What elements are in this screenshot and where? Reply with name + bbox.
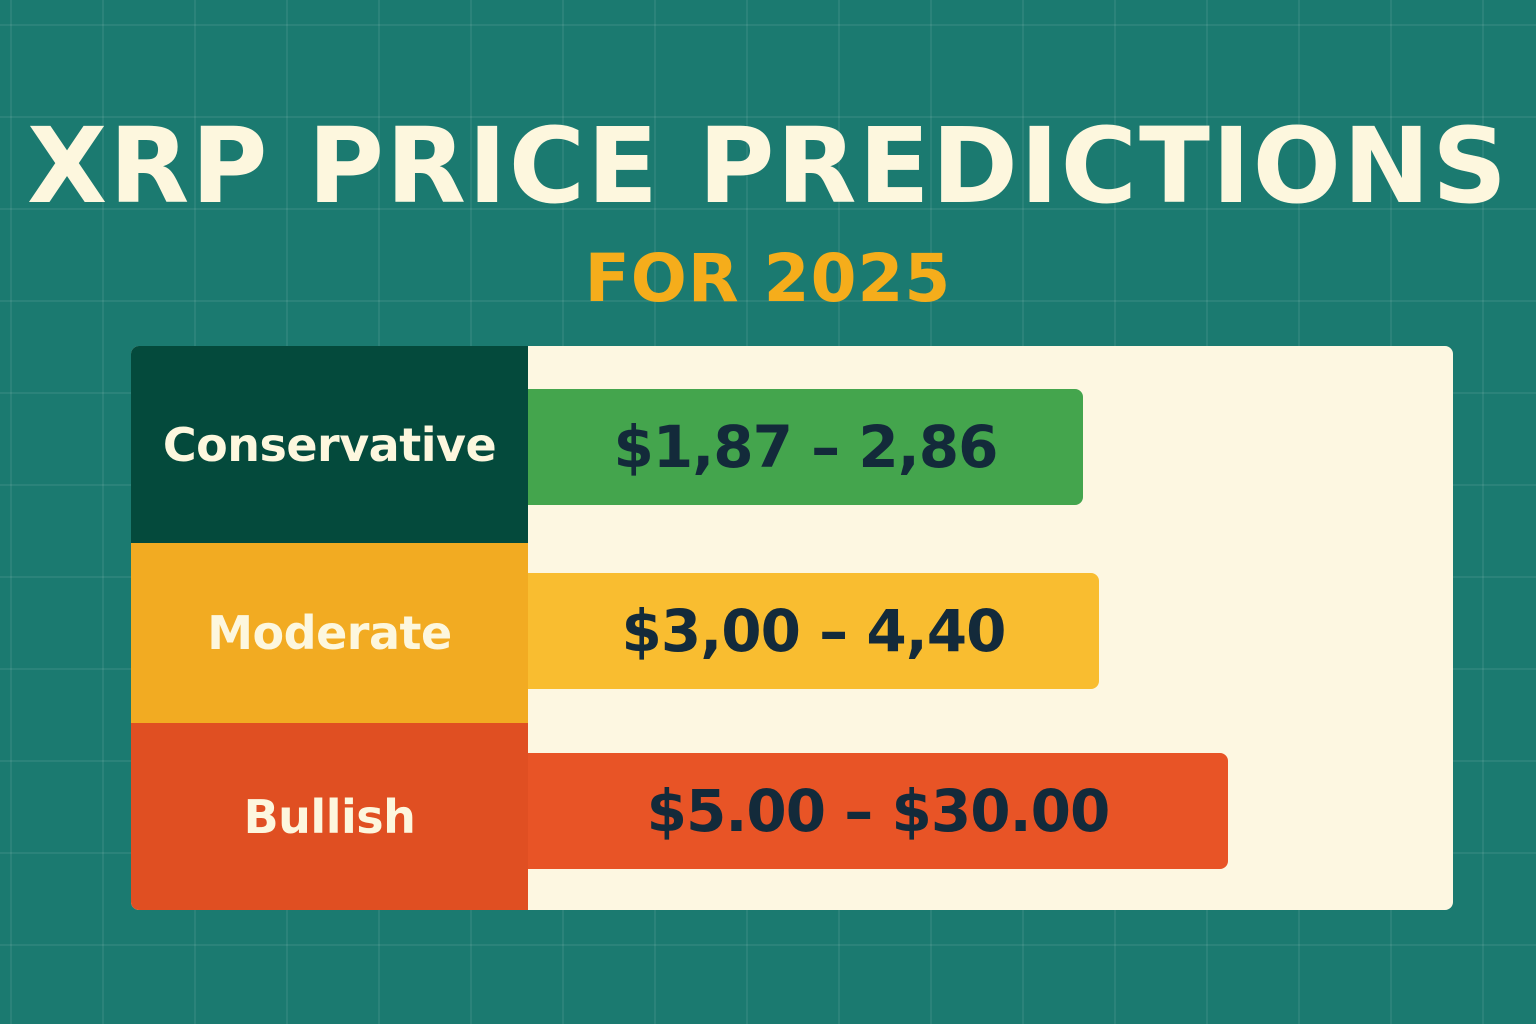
chart-title: XRP PRICE PREDICTIONS xyxy=(27,105,1509,227)
price-range-label-bullish: $5.00 – $30.00 xyxy=(646,777,1111,845)
price-bar-bullish: $5.00 – $30.00 xyxy=(528,753,1228,869)
category-label-bullish: Bullish xyxy=(131,723,528,910)
price-range-label-moderate: $3,00 – 4,40 xyxy=(621,597,1007,665)
category-label-moderate: Moderate xyxy=(131,543,528,723)
price-bar-moderate: $3,00 – 4,40 xyxy=(528,573,1099,689)
price-range-label-conservative: $1,87 – 2,86 xyxy=(613,413,999,481)
chart-subtitle: FOR 2025 xyxy=(584,240,952,317)
category-label-conservative: Conservative xyxy=(131,346,528,543)
prediction-table: Conservative $1,87 – 2,86 Moderate $3,00 – … xyxy=(131,346,1453,910)
price-bar-conservative: $1,87 – 2,86 xyxy=(528,389,1083,505)
